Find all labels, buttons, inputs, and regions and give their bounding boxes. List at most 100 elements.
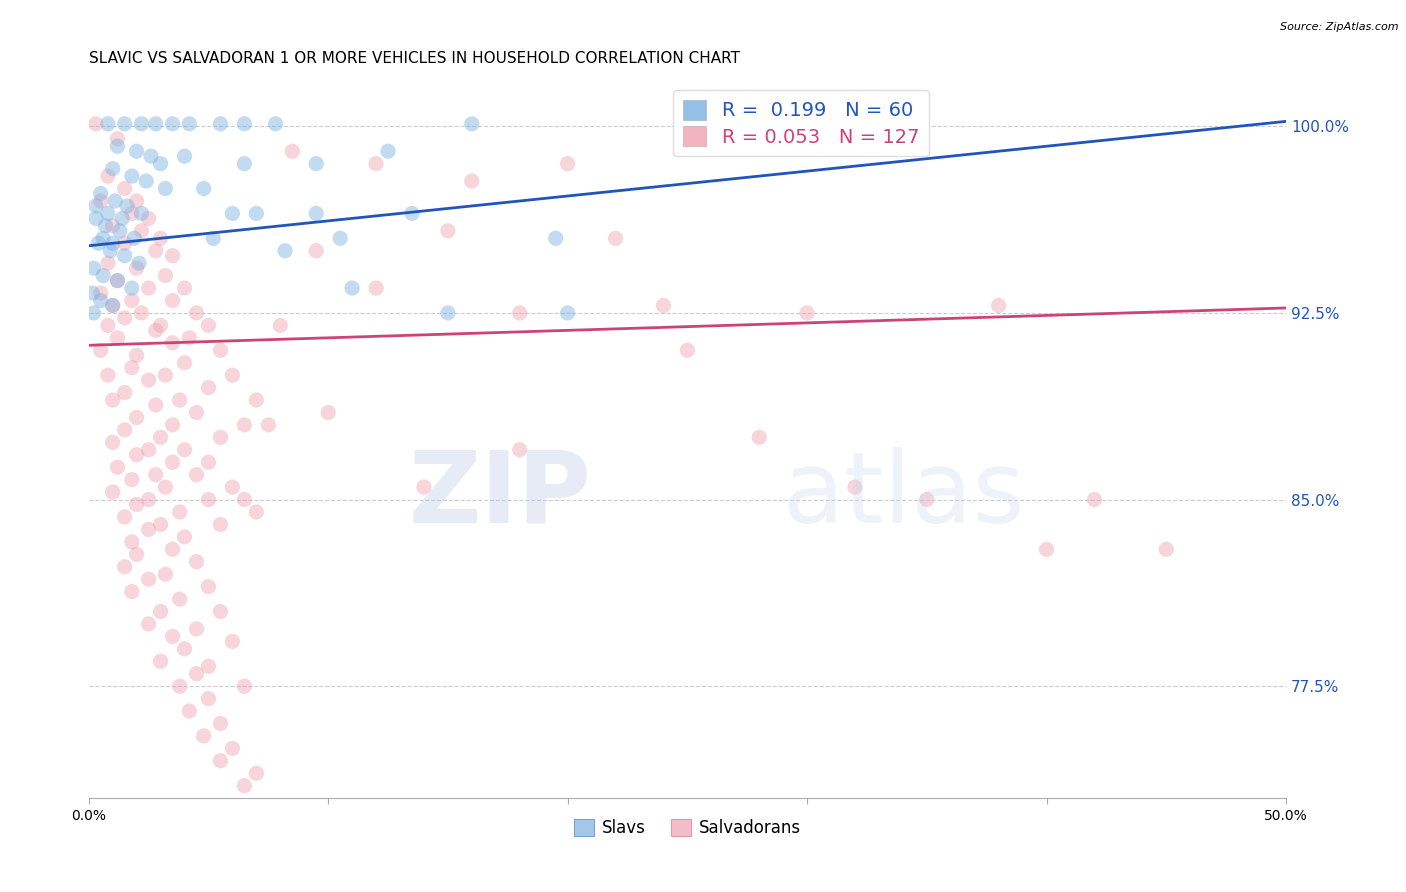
Point [145,398,167,412]
Point [101,392,124,407]
Point [101,485,124,500]
Point [162,455,184,469]
Point [221,634,243,648]
Point [114,559,136,574]
Point [173,442,195,457]
Point [281,145,304,159]
Point [162,117,184,131]
Point [97,318,120,333]
Point [104,194,127,208]
Point [233,679,256,693]
Point [114,181,136,195]
Point [122,231,145,245]
Text: atlas: atlas [783,447,1025,543]
Point [101,219,124,233]
Point [233,417,256,432]
Point [221,480,243,494]
Point [245,505,267,519]
Point [233,156,256,170]
Point [1035,542,1057,557]
Point [101,298,124,312]
Point [197,455,219,469]
Point [209,430,232,444]
Point [121,473,143,487]
Point [84,211,107,226]
Point [114,385,136,400]
Point [209,754,232,768]
Point [138,572,160,586]
Point [364,281,387,295]
Point [84,117,107,131]
Point [209,605,232,619]
Point [87,236,110,251]
Point [114,249,136,263]
Point [149,517,172,532]
Point [169,392,191,407]
Point [138,442,160,457]
Legend: Slavs, Salvadorans: Slavs, Salvadorans [567,813,808,844]
Point [221,368,243,383]
Point [121,360,143,375]
Point [197,659,219,673]
Point [193,729,215,743]
Point [149,156,172,170]
Point [91,268,114,283]
Text: SLAVIC VS SALVADORAN 1 OR MORE VEHICLES IN HOUSEHOLD CORRELATION CHART: SLAVIC VS SALVADORAN 1 OR MORE VEHICLES … [89,51,740,66]
Point [173,356,195,370]
Point [145,323,167,337]
Point [111,211,134,226]
Point [179,704,201,718]
Point [209,517,232,532]
Point [114,510,136,524]
Point [557,156,579,170]
Point [162,417,184,432]
Point [101,435,124,450]
Point [461,174,484,188]
Point [557,306,579,320]
Point [149,318,172,333]
Point [138,211,160,226]
Point [155,268,177,283]
Point [83,261,105,276]
Point [413,480,436,494]
Point [233,492,256,507]
Point [179,331,201,345]
Point [114,423,136,437]
Point [1154,542,1177,557]
Point [162,293,184,308]
Point [125,547,148,561]
Point [169,679,191,693]
Point [128,256,150,270]
Point [121,169,143,183]
Point [90,293,112,308]
Point [202,231,225,245]
Point [135,174,157,188]
Point [676,343,699,358]
Point [125,410,148,425]
Point [145,117,167,131]
Point [197,492,219,507]
Point [125,498,148,512]
Point [101,298,124,312]
Point [461,117,484,131]
Point [107,331,129,345]
Point [233,779,256,793]
Point [90,194,112,208]
Point [197,691,219,706]
Point [197,318,219,333]
Point [1083,492,1105,507]
Point [125,194,148,208]
Point [145,467,167,482]
Point [544,231,567,245]
Point [94,219,117,233]
Point [107,132,129,146]
Point [121,584,143,599]
Point [97,117,120,131]
Point [257,417,280,432]
Point [844,480,866,494]
Point [221,206,243,220]
Point [221,741,243,756]
Point [125,348,148,362]
Point [121,206,143,220]
Point [186,555,208,569]
